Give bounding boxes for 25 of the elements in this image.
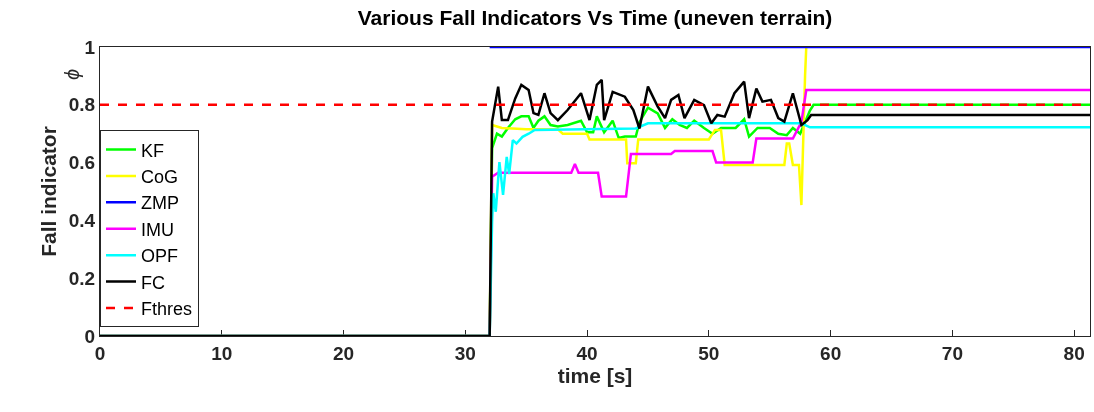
y-tick-label: 0.6 [68, 152, 96, 174]
x-tick-label: 80 [1063, 342, 1085, 364]
x-tick-label: 40 [576, 342, 598, 364]
chart-title: Various Fall Indicators Vs Time (uneven terrain) [357, 6, 833, 29]
x-tick-label: 70 [941, 342, 963, 364]
legend-label: OPF [141, 246, 179, 267]
legend-label: FC [141, 272, 165, 293]
x-tick-label: 60 [820, 342, 842, 364]
legend-label: ZMP [141, 193, 179, 214]
x-tick-label: 20 [332, 342, 355, 364]
legend-label: CoG [141, 166, 179, 187]
y-axis-title: Fall indicator [36, 126, 60, 257]
x-axis-title: time [s] [557, 363, 633, 387]
legend-label: Fthres [141, 298, 193, 319]
x-tick-label: 30 [454, 342, 476, 364]
text: ϕ [61, 68, 84, 80]
y-tick-label: 1 [84, 36, 96, 58]
legend-label: IMU [141, 219, 174, 240]
x-tick-label: 10 [211, 342, 233, 364]
y-tick-label: 0 [84, 325, 96, 347]
legend-label: KF [141, 140, 165, 161]
x-tick-label: 50 [698, 342, 720, 364]
y-tick-label: 0.8 [68, 94, 96, 116]
y-tick-label: 0.2 [68, 267, 96, 289]
y-tick-label: 0.4 [68, 210, 96, 232]
